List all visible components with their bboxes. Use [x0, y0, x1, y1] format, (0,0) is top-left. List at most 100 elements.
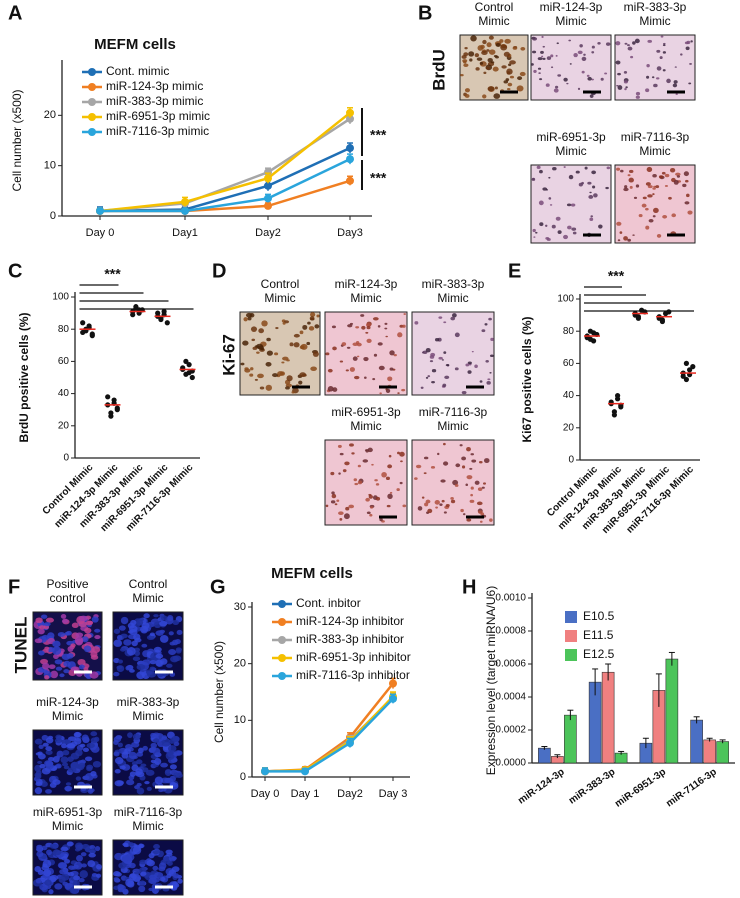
data-point	[133, 304, 139, 310]
cell	[539, 78, 543, 81]
cell	[158, 862, 167, 870]
cell	[138, 747, 144, 754]
data-point	[164, 320, 170, 326]
cell	[154, 758, 162, 765]
cell	[675, 172, 681, 176]
cell	[506, 68, 513, 75]
cell	[619, 231, 623, 234]
cell	[34, 738, 43, 745]
cell	[434, 338, 440, 342]
cell	[652, 215, 656, 218]
cell	[368, 495, 373, 499]
cell	[71, 762, 78, 767]
cell	[160, 615, 168, 621]
cell	[250, 367, 254, 371]
cell	[146, 859, 155, 867]
cell	[467, 361, 472, 365]
cell	[356, 355, 360, 358]
cell	[434, 500, 440, 505]
cell	[615, 60, 621, 65]
cell	[79, 743, 86, 748]
panel-letter: F	[8, 576, 20, 598]
cell	[52, 646, 62, 655]
cell	[354, 482, 359, 486]
chart-title: MEFM cells	[271, 565, 353, 582]
cell	[367, 447, 373, 453]
data-point	[635, 315, 642, 321]
cell	[474, 364, 478, 369]
cell	[88, 852, 96, 858]
cell	[125, 665, 131, 671]
cell	[139, 859, 147, 865]
cell	[632, 41, 636, 45]
cell	[59, 673, 65, 678]
cell	[425, 347, 431, 353]
cell	[146, 786, 152, 791]
cell	[550, 54, 554, 58]
image-caption: miR-6951-3p	[536, 130, 606, 144]
cell	[553, 88, 559, 93]
cell	[389, 491, 393, 494]
cell	[581, 181, 584, 185]
cell	[348, 504, 355, 509]
cell	[673, 80, 678, 84]
cell	[325, 504, 329, 508]
cell	[483, 482, 486, 485]
cell	[494, 86, 498, 90]
cell	[463, 63, 469, 67]
cell	[142, 659, 151, 666]
cell	[339, 517, 343, 521]
cell	[96, 864, 102, 870]
cell	[469, 499, 475, 503]
cell	[489, 372, 492, 374]
cell	[75, 638, 83, 646]
cell	[444, 375, 450, 380]
cell	[130, 619, 137, 626]
cell	[282, 322, 286, 325]
cell	[138, 885, 146, 893]
cell	[488, 49, 496, 55]
cell	[171, 866, 180, 873]
cell	[589, 217, 594, 222]
y-axis-label: BrdU positive cells (%)	[17, 312, 31, 442]
cell	[366, 326, 371, 330]
cell	[431, 369, 437, 373]
bar	[601, 671, 615, 764]
cell	[555, 216, 561, 221]
cell	[552, 167, 557, 171]
cell	[345, 369, 349, 372]
panel-letter: A	[8, 2, 22, 24]
cell	[659, 56, 663, 60]
cell	[144, 781, 150, 785]
cell	[40, 614, 48, 619]
cell	[569, 63, 572, 65]
cell	[331, 491, 335, 495]
y-tick-label: 80	[563, 326, 575, 337]
cell	[685, 46, 690, 51]
cell	[509, 60, 516, 65]
cell	[480, 44, 485, 49]
cell	[55, 734, 62, 740]
cell	[593, 193, 598, 198]
cell	[583, 53, 586, 56]
cell	[598, 224, 603, 229]
cell	[462, 513, 466, 516]
cell	[454, 367, 459, 371]
cell	[479, 461, 483, 464]
cell	[616, 221, 622, 226]
cell	[339, 452, 344, 456]
cell	[425, 376, 429, 379]
cell	[57, 632, 66, 637]
cell	[153, 844, 160, 850]
cell	[122, 842, 129, 847]
cell	[327, 368, 333, 373]
cell	[548, 176, 551, 179]
cell	[259, 386, 265, 390]
legend-swatch	[565, 649, 577, 661]
cell	[363, 356, 369, 362]
cell	[441, 499, 445, 503]
cell	[286, 375, 293, 382]
cell	[442, 383, 447, 387]
data-point	[96, 206, 104, 215]
cell	[314, 324, 320, 329]
